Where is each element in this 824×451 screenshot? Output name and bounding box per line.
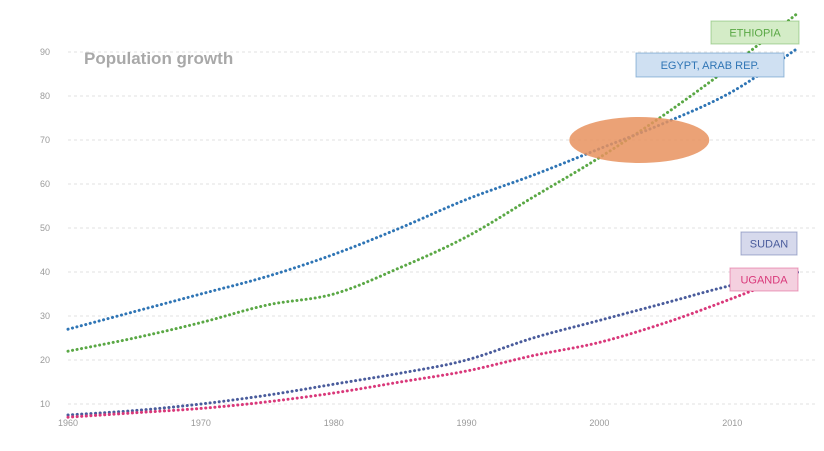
series-label-ethiopia: ETHIOPIA bbox=[710, 20, 800, 45]
highlight-ellipse bbox=[569, 117, 710, 163]
y-tick-label: 50 bbox=[40, 223, 50, 233]
x-tick-label: 1970 bbox=[191, 418, 211, 428]
y-tick-label: 60 bbox=[40, 179, 50, 189]
chart-title: Population growth bbox=[84, 49, 233, 68]
series-end-labels: ETHIOPIA EGYPT, ARAB REP. SUDAN UGANDA bbox=[635, 20, 800, 292]
series-line-sudan bbox=[66, 270, 801, 417]
series-line-ethiopia bbox=[66, 10, 801, 353]
series-line-uganda bbox=[66, 270, 801, 419]
series-label-box bbox=[729, 267, 799, 292]
y-tick-label: 30 bbox=[40, 311, 50, 321]
y-tick-label: 90 bbox=[40, 47, 50, 57]
series-label-text: EGYPT, ARAB REP. bbox=[661, 60, 760, 72]
y-tick-label: 40 bbox=[40, 267, 50, 277]
series-label-egypt-arab-rep: EGYPT, ARAB REP. bbox=[635, 52, 785, 78]
y-tick-label: 20 bbox=[40, 355, 50, 365]
x-tick-label: 2010 bbox=[722, 418, 742, 428]
series-label-box bbox=[710, 20, 800, 45]
x-tick-label: 1990 bbox=[457, 418, 477, 428]
series-label-sudan: SUDAN bbox=[740, 231, 798, 256]
gridlines bbox=[68, 51, 818, 405]
series-label-text: ETHIOPIA bbox=[729, 28, 781, 40]
y-tick-label: 70 bbox=[40, 135, 50, 145]
series-label-box bbox=[740, 231, 798, 256]
x-tick-label: 1980 bbox=[324, 418, 344, 428]
highlight-overlay bbox=[569, 117, 710, 163]
y-tick-label: 10 bbox=[40, 399, 50, 409]
x-tick-label: 1960 bbox=[58, 418, 78, 428]
series-label-text: UGANDA bbox=[740, 275, 788, 287]
axis-tick-labels: 10 20 30 40 50 60 70 80 90 1960 1970 1980 1990 2000 20… bbox=[40, 47, 742, 428]
y-tick-label: 80 bbox=[40, 91, 50, 101]
series-label-box bbox=[635, 52, 785, 78]
series-label-uganda: UGANDA bbox=[729, 267, 799, 292]
series-label-text: SUDAN bbox=[750, 239, 789, 251]
x-tick-label: 2000 bbox=[589, 418, 609, 428]
